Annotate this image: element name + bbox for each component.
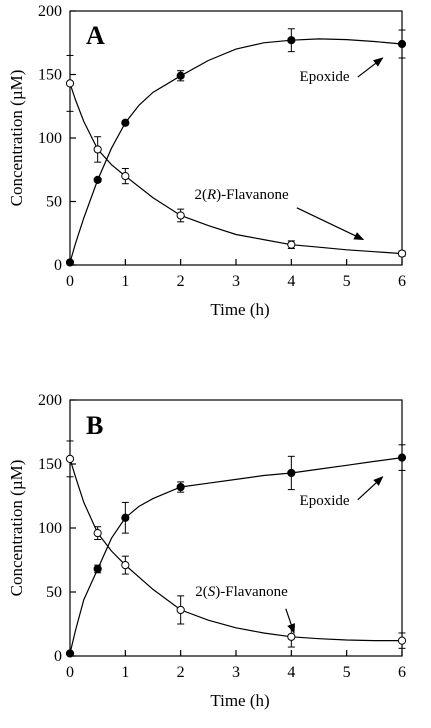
x-tick-label: 6 <box>398 273 406 290</box>
data-point <box>93 145 102 154</box>
data-point <box>397 453 407 462</box>
data-point <box>397 39 407 49</box>
fit-curve <box>69 457 403 654</box>
y-axis-title: Concentration (µM) <box>7 70 26 207</box>
data-point <box>65 79 75 88</box>
data-point <box>176 211 185 220</box>
x-tick-label: 6 <box>398 664 406 681</box>
y-tick-label: 100 <box>38 130 62 147</box>
x-tick-label: 3 <box>232 273 240 290</box>
label-arrow <box>357 476 384 501</box>
x-tick-label: 4 <box>287 273 295 290</box>
data-point <box>176 71 185 80</box>
series-2-r-flavanone: 2(R)-Flavanone <box>65 54 407 258</box>
data-point <box>65 258 75 267</box>
data-point <box>287 468 296 478</box>
series-label: 2(R)-Flavanone <box>194 187 288 203</box>
data-point <box>93 529 102 538</box>
data-point <box>287 240 296 249</box>
x-axis-title: Time (h) <box>210 300 269 319</box>
label-arrow <box>357 57 384 78</box>
x-tick-label: 1 <box>121 664 129 681</box>
data-point <box>176 605 185 615</box>
series-label: Epoxide <box>300 493 350 509</box>
fit-curve <box>69 83 403 255</box>
x-tick-label: 5 <box>343 273 351 290</box>
label-arrow <box>296 207 365 241</box>
y-tick-label: 150 <box>38 67 62 84</box>
series-label: Epoxide <box>300 69 350 85</box>
panel-a: 0 50 100 150 200 0 1 2 3 4 5 6 Time (h) Concentration… <box>7 3 407 319</box>
data-point <box>121 561 130 570</box>
panel-b: 0 50 100 150 200 0 1 2 3 4 5 6 Time (h) Concentration… <box>7 392 407 710</box>
panel-letter: A <box>86 21 105 50</box>
panel-letter: B <box>86 411 103 440</box>
data-point <box>287 36 296 45</box>
x-tick-label: 0 <box>66 273 74 290</box>
data-point <box>287 632 296 641</box>
y-tick-label: 50 <box>46 194 62 211</box>
data-point <box>65 649 75 658</box>
y-tick-label: 200 <box>38 392 62 409</box>
data-point <box>121 118 130 127</box>
x-tick-label: 1 <box>121 273 129 290</box>
y-tick-label: 0 <box>54 257 62 274</box>
series-epoxide: Epoxide <box>65 444 407 658</box>
x-tick-label: 4 <box>287 664 295 681</box>
x-axis-title: Time (h) <box>210 691 269 710</box>
data-point <box>397 249 407 258</box>
data-point <box>65 454 75 463</box>
data-point <box>93 564 102 574</box>
x-tick-label: 2 <box>177 664 185 681</box>
y-tick-label: 0 <box>54 648 62 665</box>
y-tick-label: 100 <box>38 520 62 537</box>
y-axis-title: Concentration (µM) <box>7 460 26 597</box>
series-epoxide: Epoxide <box>65 28 407 267</box>
x-tick-label: 5 <box>343 664 351 681</box>
fit-curve <box>69 458 402 642</box>
plot-frame <box>69 399 403 657</box>
data-point <box>397 636 407 645</box>
fit-curve <box>69 38 403 263</box>
label-arrow <box>285 608 295 634</box>
data-point <box>121 172 130 181</box>
x-tick-label: 3 <box>232 664 240 681</box>
series-2-s-flavanone: 2(S)-Flavanone <box>65 440 407 649</box>
y-tick-label: 200 <box>38 3 62 20</box>
data-point <box>121 513 130 522</box>
data-point <box>93 175 102 185</box>
x-tick-label: 2 <box>177 273 185 290</box>
y-tick-label: 50 <box>46 584 62 601</box>
series-label: 2(S)-Flavanone <box>195 584 288 600</box>
y-tick-label: 150 <box>38 456 62 473</box>
data-point <box>176 482 185 492</box>
x-tick-label: 0 <box>66 664 74 681</box>
